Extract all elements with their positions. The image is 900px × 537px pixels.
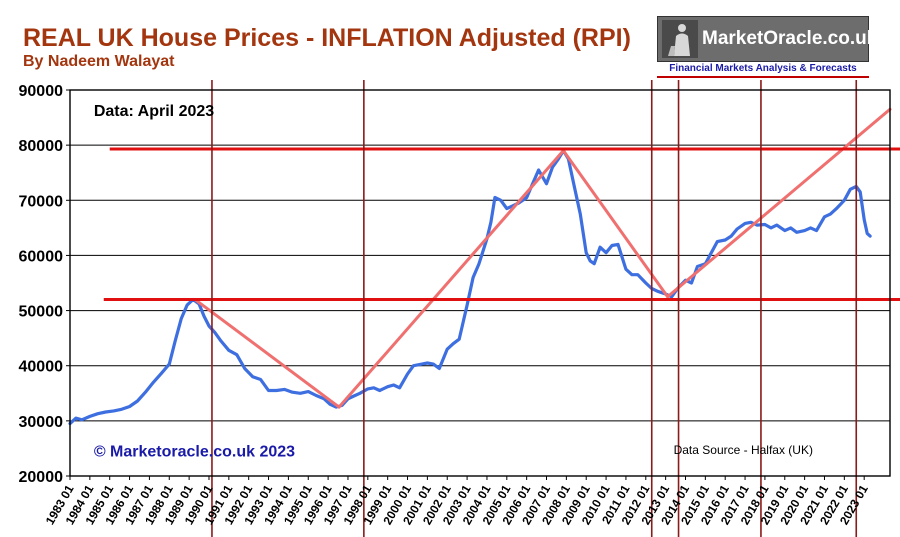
annotation-0: Data: April 2023 (94, 103, 214, 120)
trend-line-decline-1989-1996 (193, 298, 341, 409)
annotation-layer: Data: April 2023 © Marketoracle.co.uk 202… (94, 103, 813, 461)
y-tick-label: 90000 (19, 83, 64, 100)
vline-layer (211, 80, 858, 537)
trend-line-rise-1996-2007 (337, 149, 565, 409)
y-tick-label: 50000 (19, 304, 64, 321)
trend-line-rise-2013-2024 (666, 107, 892, 299)
logo-tagline: Financial Markets Analysis & Forecasts (657, 62, 869, 78)
logo-box: MarketOracle.co.uk (657, 16, 877, 62)
logo-text: MarketOracle.co.uk (702, 28, 878, 49)
chart-title: REAL UK House Prices - INFLATION Adjuste… (23, 24, 631, 52)
y-tick-label: 70000 (19, 193, 64, 210)
y-tick-label: 80000 (19, 138, 64, 155)
plot-border (69, 89, 891, 477)
level-layer (103, 147, 900, 302)
annotation-1: © Marketoracle.co.uk 2023 (94, 444, 295, 461)
chart-subtitle: By Nadeem Walayat (23, 53, 175, 70)
series-line-real-house-price (68, 149, 872, 426)
trend-layer (193, 107, 892, 409)
annotation-2: Data Source - Halfax (UK) (674, 443, 813, 457)
series-layer (68, 149, 872, 426)
trend-line-decline-2007-2013 (561, 149, 670, 299)
marketoracle-logo[interactable]: MarketOracle.co.uk Financial Markets Ana… (657, 16, 877, 78)
y-tick-label: 20000 (19, 469, 64, 486)
y-tick-label: 30000 (19, 414, 64, 431)
y-tick-label: 40000 (19, 359, 64, 376)
y-tick-label: 60000 (19, 248, 64, 265)
oracle-figure-icon (662, 20, 698, 58)
